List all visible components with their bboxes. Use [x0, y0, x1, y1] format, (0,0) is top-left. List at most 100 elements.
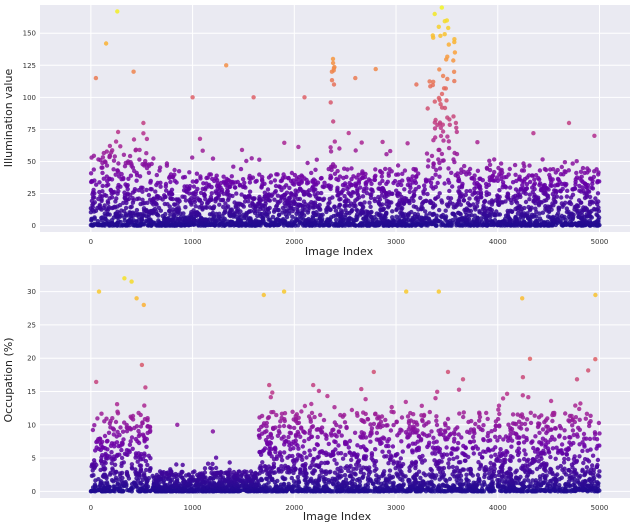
data-point: [506, 172, 511, 177]
data-point: [552, 188, 557, 193]
data-point: [233, 185, 238, 190]
data-point: [529, 212, 535, 217]
data-point: [394, 206, 400, 212]
data-point: [100, 155, 106, 160]
data-point: [187, 170, 192, 175]
data-point: [319, 175, 324, 181]
data-point: [168, 179, 173, 185]
data-point: [423, 198, 429, 203]
data-point: [390, 215, 395, 220]
data-point: [200, 148, 205, 153]
data-point: [558, 172, 564, 177]
data-point: [524, 186, 530, 191]
data-point: [342, 166, 347, 171]
data-point: [172, 167, 177, 173]
data-point: [459, 167, 464, 172]
y-tick-label: 0: [32, 222, 36, 230]
data-point: [570, 192, 576, 197]
data-point: [432, 11, 437, 17]
data-point: [103, 41, 109, 46]
data-point: [589, 199, 594, 204]
data-point: [248, 209, 253, 214]
data-point: [325, 217, 330, 222]
data-point: [551, 167, 556, 172]
data-point: [162, 201, 167, 207]
data-point: [194, 171, 200, 176]
data-point: [542, 182, 547, 188]
data-point: [446, 25, 451, 31]
data-point: [254, 178, 259, 184]
data-point: [439, 91, 445, 97]
data-point: [436, 24, 441, 29]
x-tick-label: 3000: [387, 238, 405, 246]
data-point: [298, 467, 303, 472]
data-point: [157, 469, 163, 474]
data-point: [190, 179, 195, 184]
y-tick-label: 150: [23, 30, 36, 38]
data-point: [259, 476, 264, 482]
data-point: [526, 478, 531, 483]
data-point: [359, 140, 364, 145]
data-point: [540, 157, 545, 162]
data-point: [127, 153, 133, 159]
data-point: [126, 196, 132, 202]
data-point: [496, 165, 501, 171]
data-point: [574, 203, 580, 208]
data-point: [578, 169, 584, 174]
data-point: [328, 173, 333, 178]
data-point: [341, 187, 346, 193]
data-point: [239, 147, 245, 153]
data-point: [335, 185, 340, 190]
data-point: [102, 203, 107, 208]
data-point: [475, 140, 480, 145]
data-point: [125, 487, 130, 493]
data-point: [440, 212, 446, 218]
data-point: [522, 205, 527, 211]
data-point: [513, 172, 518, 177]
data-point: [429, 153, 435, 159]
data-point: [299, 173, 304, 178]
data-point: [595, 179, 600, 184]
data-point: [110, 148, 115, 153]
data-point: [527, 197, 532, 202]
y-tick-label: 100: [23, 94, 36, 102]
data-point: [452, 150, 457, 156]
data-point: [452, 50, 458, 55]
data-point: [527, 488, 532, 493]
data-point: [405, 141, 410, 146]
data-point: [240, 177, 246, 182]
data-point: [281, 217, 286, 222]
data-point: [373, 66, 378, 72]
data-point: [221, 204, 226, 210]
data-point: [339, 208, 344, 213]
data-point: [313, 218, 319, 223]
data-point: [414, 82, 419, 87]
data-point: [472, 213, 477, 218]
data-point: [163, 181, 169, 187]
data-point: [289, 475, 294, 481]
data-point: [570, 161, 575, 166]
data-point: [471, 202, 476, 207]
data-point: [182, 174, 188, 180]
data-point: [487, 158, 492, 163]
data-point: [402, 168, 408, 173]
data-point: [122, 190, 127, 195]
data-point: [253, 470, 258, 476]
data-point: [517, 203, 522, 209]
data-point: [198, 190, 204, 196]
data-point: [512, 162, 518, 168]
data-point: [208, 172, 214, 177]
data-point: [439, 5, 444, 10]
data-point: [106, 204, 112, 210]
data-point: [314, 210, 319, 215]
data-point: [156, 218, 161, 223]
data-point: [214, 173, 219, 178]
data-point: [437, 166, 443, 171]
data-point: [421, 471, 426, 476]
data-point: [257, 194, 262, 200]
data-point: [517, 174, 522, 179]
data-point: [533, 206, 538, 211]
data-point: [537, 216, 543, 221]
data-point: [387, 167, 392, 172]
